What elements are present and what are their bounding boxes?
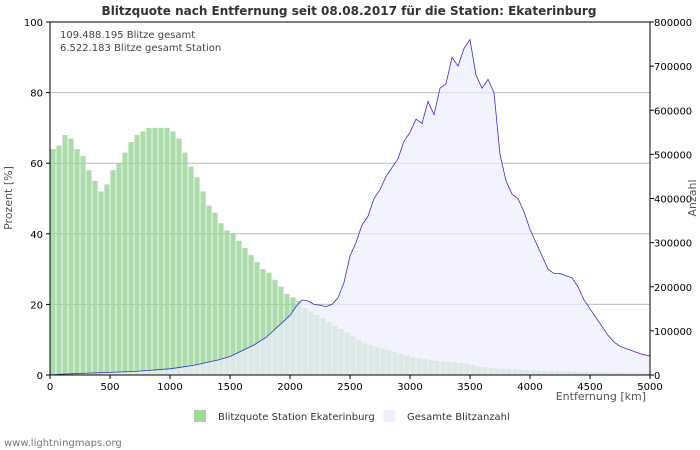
footer-credit: www.lightningmaps.org <box>4 438 122 449</box>
y-left-axis-ticks: 0 20 40 60 80 100 <box>24 18 50 382</box>
bar <box>182 152 188 375</box>
y-right-axis-ticks: 0 100000 200000 300000 400000 500000 600000 700… <box>650 18 692 382</box>
x-tick-label: 1000 <box>157 382 182 393</box>
y-right-tick-label: 100000 <box>654 327 692 338</box>
bar <box>170 131 176 375</box>
y-left-tick-label: 0 <box>37 371 43 382</box>
y-right-tick-label: 700000 <box>654 62 692 73</box>
stat-station: 6.522.183 Blitze gesamt Station <box>60 43 221 54</box>
legend-label-station: Blitzquote Station Ekaterinburg <box>218 412 375 423</box>
bar <box>116 163 122 375</box>
bar <box>134 134 140 375</box>
legend-swatch-total <box>383 410 395 422</box>
x-tick-label: 3500 <box>457 382 482 393</box>
x-tick-label: 2000 <box>277 382 302 393</box>
chart-title: Blitzquote nach Entfernung seit 08.08.20… <box>102 4 597 18</box>
bar <box>260 269 266 375</box>
bar <box>74 149 80 375</box>
x-axis-ticks: 0 500 1000 1500 2000 2500 3000 3500 4000 4500 5000 <box>47 375 663 393</box>
bar <box>248 254 254 375</box>
bar <box>104 184 110 375</box>
y-right-tick-label: 0 <box>654 371 660 382</box>
legend: Blitzquote Station Ekaterinburg Gesamte … <box>194 410 510 423</box>
bar <box>254 262 260 375</box>
bar <box>158 127 164 376</box>
bar <box>272 279 278 375</box>
area-fill <box>50 39 650 376</box>
bar <box>188 166 194 375</box>
x-tick-label: 5000 <box>637 382 662 393</box>
legend-label-total: Gesamte Blitzanzahl <box>407 412 510 423</box>
bar <box>122 152 128 375</box>
bar <box>92 180 98 375</box>
y-left-tick-label: 40 <box>30 230 43 241</box>
bar <box>56 145 62 375</box>
bar <box>206 205 212 375</box>
bar <box>224 230 230 375</box>
bar <box>194 177 200 375</box>
y-left-tick-label: 80 <box>30 89 43 100</box>
bar <box>140 131 146 375</box>
bar <box>98 191 104 375</box>
bar <box>164 127 170 376</box>
bar <box>266 272 272 375</box>
legend-swatch-station <box>194 410 206 422</box>
x-tick-label: 500 <box>100 382 119 393</box>
y-left-tick-label: 20 <box>30 300 43 311</box>
x-tick-label: 3000 <box>397 382 422 393</box>
bar <box>110 170 116 375</box>
x-tick-label: 2500 <box>337 382 362 393</box>
bar <box>128 142 134 375</box>
bar <box>50 149 56 375</box>
y-right-tick-label: 500000 <box>654 150 692 161</box>
bar <box>62 134 68 375</box>
bar <box>86 170 92 375</box>
y-right-tick-label: 600000 <box>654 106 692 117</box>
bar <box>218 223 224 375</box>
bar <box>230 233 236 375</box>
y-left-tick-label: 60 <box>30 159 43 170</box>
bar <box>176 138 182 375</box>
x-axis-label: Entfernung [km] <box>556 390 646 403</box>
y-right-tick-label: 300000 <box>654 239 692 250</box>
bar <box>236 240 242 375</box>
bar <box>80 156 86 375</box>
x-tick-label: 4000 <box>517 382 542 393</box>
x-tick-label: 0 <box>47 382 53 393</box>
y-right-tick-label: 800000 <box>654 18 692 29</box>
bar <box>152 127 158 376</box>
bar <box>212 212 218 375</box>
y-right-tick-label: 400000 <box>654 195 692 206</box>
bar <box>146 127 152 376</box>
bar <box>200 191 206 375</box>
y-right-tick-label: 200000 <box>654 283 692 294</box>
y-right-axis-label: Anzahl <box>686 179 699 216</box>
area-series <box>49 38 651 376</box>
x-tick-label: 1500 <box>217 382 242 393</box>
stat-total: 109.488.195 Blitze gesamt <box>60 30 195 41</box>
y-left-tick-label: 100 <box>24 18 43 29</box>
y-left-axis-label: Prozent [%] <box>2 166 15 230</box>
bar <box>242 247 248 375</box>
x-tick-label: 4500 <box>577 382 602 393</box>
area-line <box>49 38 651 376</box>
bar <box>68 138 74 375</box>
